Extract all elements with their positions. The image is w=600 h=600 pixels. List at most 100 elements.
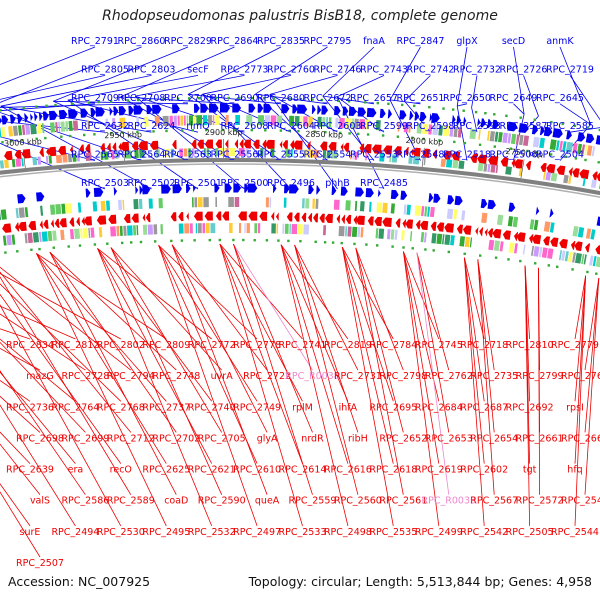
leader-line xyxy=(187,94,282,105)
gene-label: RPC_2572 xyxy=(516,496,564,507)
gene-label: RPC_2860 xyxy=(118,36,166,47)
gene-label: RPC_2543 xyxy=(561,496,600,507)
leader-line xyxy=(0,338,76,402)
leader-line xyxy=(0,304,122,527)
backbone-arc-inner xyxy=(0,163,600,198)
track-forward-arrows-inner xyxy=(17,183,600,227)
gene-label: RPC_2654 xyxy=(470,433,518,444)
leader-line xyxy=(538,267,540,495)
leader-line xyxy=(337,75,385,98)
leader-line xyxy=(584,278,600,371)
gene-label: RPC_2718 xyxy=(460,340,508,351)
gene-label: RPC_2500 xyxy=(221,178,269,189)
gene-label: RPC_2614 xyxy=(279,465,327,476)
gene-label: RPC_2812 xyxy=(51,340,99,351)
gene-label: RPC_2555 xyxy=(257,150,305,161)
gene-label: RPC_2722 xyxy=(243,371,291,382)
gene-label: RPC_2494 xyxy=(51,527,99,538)
leader-line xyxy=(67,99,199,133)
accession-text: Accession: NC_007925 xyxy=(8,574,151,589)
kbp-tick-label: 2750 kbp xyxy=(505,147,543,159)
label-leader-lines xyxy=(0,46,600,558)
leader-line xyxy=(464,257,485,340)
leader-line xyxy=(134,95,245,133)
gene-label: RPC_2530 xyxy=(97,527,145,538)
gene-label: RPC_2585 xyxy=(546,121,594,132)
gene-label: RPC_2695 xyxy=(369,402,417,413)
leader-line xyxy=(457,103,468,107)
gene-label: RPC_2567 xyxy=(470,496,518,507)
gene-label: RPC_2548 xyxy=(397,150,445,161)
gene-label: RPC_2864 xyxy=(211,36,259,47)
gene-label: RPC_2743 xyxy=(360,64,408,75)
gene-label: RPC_2498 xyxy=(324,527,372,538)
gene-label: RPC_2700 xyxy=(164,93,212,104)
gene-label: RPC_2719 xyxy=(546,64,594,75)
leader-line xyxy=(464,257,485,526)
leader-line xyxy=(53,46,189,102)
gene-label: RPC_2795 xyxy=(304,36,352,47)
map-title: Rhodopseudomonas palustris BisB18, compl… xyxy=(102,8,498,24)
gene-label: RPC_2773 xyxy=(221,64,269,75)
gene-label: RPC_2749 xyxy=(233,402,281,413)
leader-line xyxy=(355,247,404,495)
gene-label: RPC_2690 xyxy=(211,93,259,104)
leader-line xyxy=(574,275,586,526)
gene-label: RPC_2741 xyxy=(279,340,327,351)
gene-label: RPC_2672 xyxy=(304,93,352,104)
gene-label: RPC_R0038 xyxy=(285,371,340,382)
gene-label: RPC_2735 xyxy=(470,371,518,382)
leader-line xyxy=(559,103,591,125)
leader-line xyxy=(255,46,328,95)
leader-line xyxy=(36,253,167,464)
gene-labels: RPC_2791RPC_2860RPC_2829RPC_2864RPC_2835… xyxy=(6,36,600,569)
leader-line xyxy=(269,75,338,95)
gene-label: RPC_2632 xyxy=(81,121,129,132)
gene-label: RPC_2732 xyxy=(453,64,501,75)
gene-label: RPC_2652 xyxy=(379,433,427,444)
leader-line xyxy=(559,46,592,125)
leader-line xyxy=(171,244,268,433)
gene-label: RPC_2586 xyxy=(61,496,109,507)
gene-label: nrdR xyxy=(301,433,324,444)
gene-label: RPC_2705 xyxy=(198,433,246,444)
gene-label: RPC_2702 xyxy=(152,433,200,444)
leader-line xyxy=(294,244,359,433)
leader-line xyxy=(0,348,41,371)
leader-line xyxy=(464,257,485,464)
leader-line xyxy=(49,251,177,371)
kbp-tick-label: 2900 kbp xyxy=(205,128,243,137)
gene-label: RPC_2708 xyxy=(118,93,166,104)
gene-label: RPC_2653 xyxy=(425,433,473,444)
gene-label: phhB xyxy=(325,178,350,189)
leader-line xyxy=(389,46,421,101)
leader-line xyxy=(471,107,478,133)
gene-label: RPC_2496 xyxy=(267,178,315,189)
gene-label: RPC_2699 xyxy=(61,433,109,444)
gene-label: RPC_2760 xyxy=(267,64,315,75)
track-dots-outer xyxy=(0,96,600,132)
gene-label: RPC_2651 xyxy=(397,93,445,104)
leader-line xyxy=(0,271,132,433)
leader-line xyxy=(574,275,586,464)
leader-line xyxy=(416,252,450,495)
leader-line xyxy=(0,341,86,433)
leader-line xyxy=(219,243,303,464)
leader-line xyxy=(477,259,495,433)
leader-line xyxy=(574,275,586,402)
leader-line xyxy=(0,371,76,464)
gene-label: RPC_2805 xyxy=(81,64,129,75)
leader-line xyxy=(269,94,338,190)
gene-label: RPC_2649 xyxy=(490,93,538,104)
gene-label: RPC_2742 xyxy=(407,64,455,75)
leader-line xyxy=(49,251,177,433)
gene-label: queA xyxy=(255,496,280,507)
leader-line xyxy=(280,244,349,526)
gene-label: recO xyxy=(110,465,132,476)
gene-label: RPC_2563 xyxy=(164,150,212,161)
gene-label: valS xyxy=(30,496,50,507)
gene-label: RPC_2684 xyxy=(415,402,463,413)
gene-label: RPC_2731 xyxy=(334,371,382,382)
gene-label: RPC_2661 xyxy=(516,433,564,444)
